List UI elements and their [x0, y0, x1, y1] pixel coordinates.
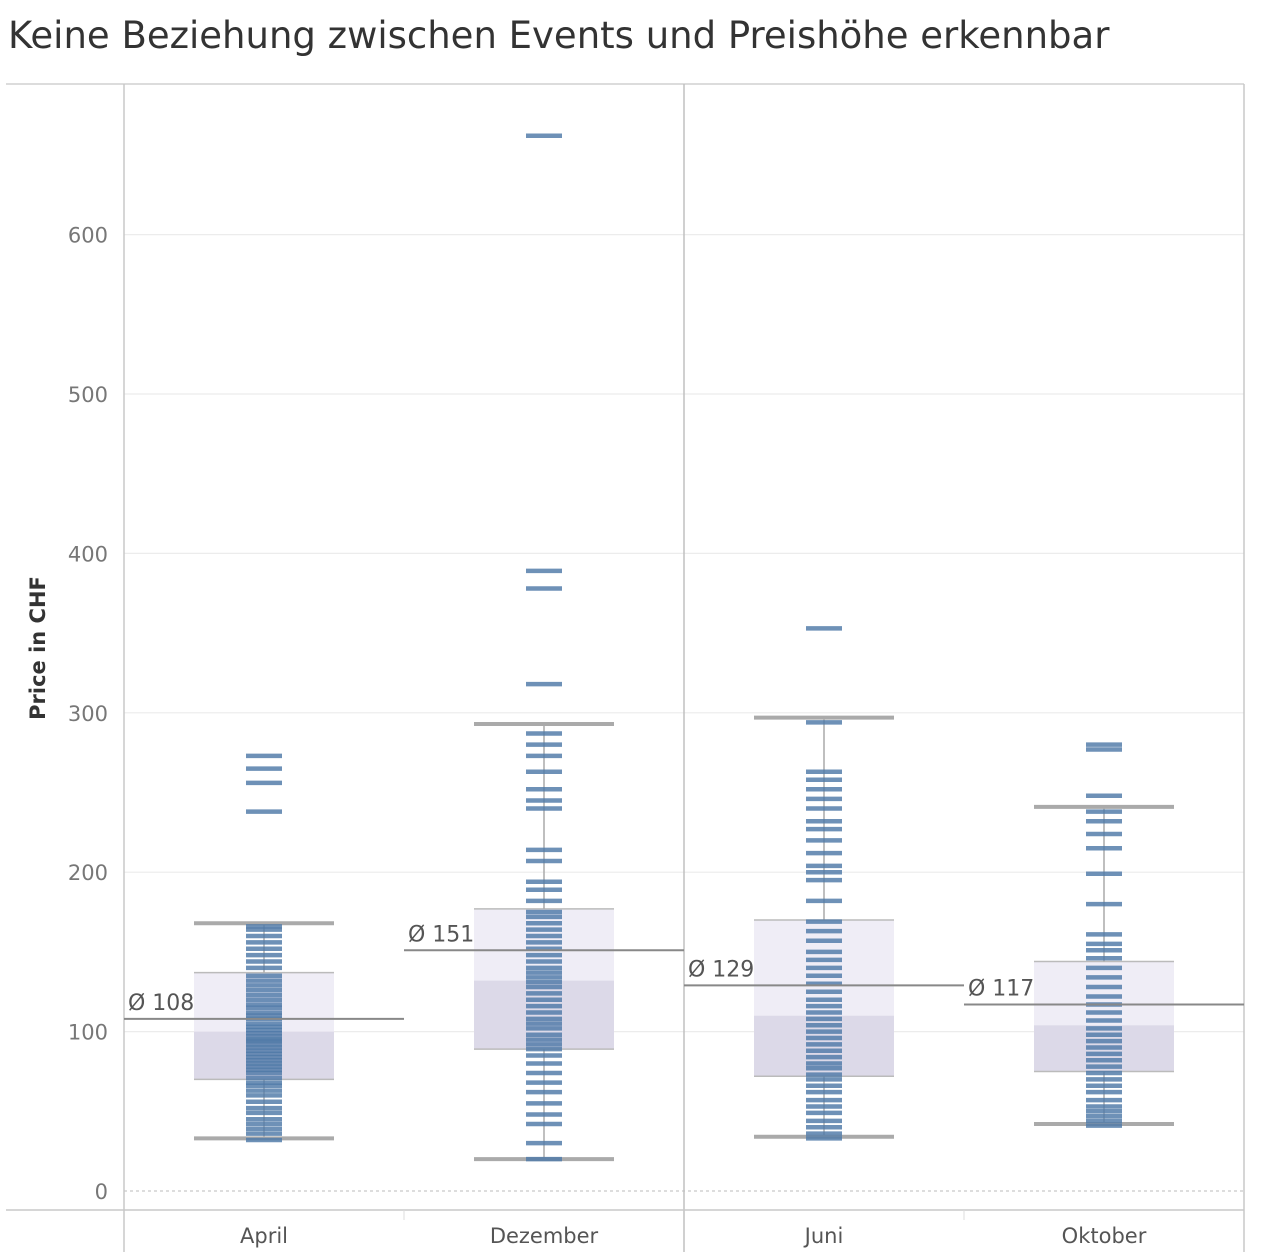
average-label: Ø 129	[688, 957, 754, 982]
y-tick-label: 200	[68, 861, 108, 885]
box-upper	[1034, 961, 1174, 1026]
x-category-label: April	[240, 1224, 288, 1248]
plot-frame	[6, 83, 1245, 1252]
x-axis: April Dezember Juni Oktober	[240, 1224, 1147, 1248]
y-tick-label: 300	[68, 702, 108, 726]
data-marks	[246, 133, 1122, 1162]
average-lines: Ø 108 Ø 151 Ø 129 Ø 117	[124, 922, 1244, 1020]
y-axis-label: Price in CHF	[26, 576, 50, 720]
chart-title: Keine Beziehung zwischen Events und Prei…	[8, 14, 1110, 57]
y-tick-label: 0	[95, 1180, 108, 1204]
x-category-label: Oktober	[1062, 1224, 1147, 1248]
y-axis: 0 100 200 300 400 500 600	[68, 224, 108, 1204]
average-label: Ø 151	[408, 922, 474, 947]
y-tick-label: 500	[68, 383, 108, 407]
y-tick-label: 600	[68, 224, 108, 248]
average-label: Ø 108	[128, 991, 194, 1016]
y-tick-label: 100	[68, 1021, 108, 1045]
x-category-label: Juni	[803, 1224, 844, 1248]
x-category-label: Dezember	[490, 1224, 599, 1248]
y-tick-label: 400	[68, 542, 108, 566]
average-label: Ø 117	[968, 977, 1034, 1002]
